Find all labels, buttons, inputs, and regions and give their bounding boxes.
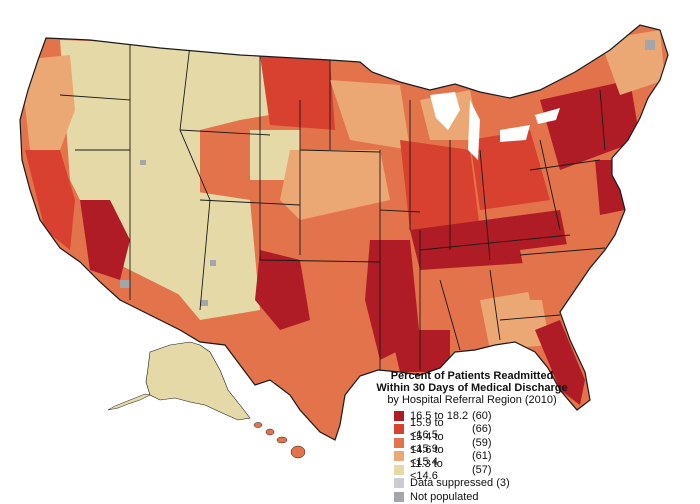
- legend-range: 16.5 to 18.2: [410, 409, 469, 422]
- legend-range: 15.4 to <15.9: [410, 430, 444, 455]
- legend-item-4: 14.6 to <15.4 (61): [394, 444, 572, 468]
- hawaii-islands: [253, 422, 306, 459]
- legend-swatch: [394, 424, 404, 435]
- legend-item-1: 16.5 to 18.2 (60): [394, 409, 572, 423]
- legend-count: (59): [472, 436, 492, 449]
- legend-item-2: 15.9 to <16.5 (66): [394, 417, 572, 441]
- legend-range: 11.3 to <14.6: [410, 457, 443, 482]
- legend-range: 14.6 to <15.4: [410, 444, 444, 469]
- legend-item-3: 15.4 to <15.9 (59): [394, 431, 572, 455]
- legend-count: (66): [472, 423, 492, 436]
- legend-range: 15.9 to <16.5: [410, 417, 444, 442]
- legend-swatch: [394, 451, 404, 462]
- legend-swatch: [394, 437, 404, 448]
- legend-count: (61): [472, 450, 492, 463]
- legend-swatch: [394, 478, 404, 489]
- legend-count: (60): [472, 409, 492, 422]
- legend-item-unpopulated: Not populated: [394, 490, 572, 504]
- legend-swatch: [394, 464, 404, 475]
- legend-item-suppressed: Data suppressed (3): [394, 477, 572, 491]
- legend-swatch: [394, 410, 404, 421]
- legend-subtitle: by Hospital Referral Region (2010): [387, 394, 557, 406]
- legend-swatch: [394, 491, 404, 502]
- legend-count: (57): [472, 463, 492, 476]
- legend-title-line2: Within 30 Days of Medical Discharge: [376, 382, 568, 394]
- legend-item-5: 11.3 to <14.6 (57): [394, 458, 572, 482]
- legend: Percent of Patients Readmitted Within 30…: [372, 370, 572, 504]
- state-borders: [59, 40, 606, 370]
- legend-range: Data suppressed (3): [410, 477, 510, 490]
- legend-range: Not populated: [410, 490, 479, 503]
- legend-title-line1: Percent of Patients Readmitted: [390, 370, 554, 382]
- alaska-island-chain: [107, 393, 151, 411]
